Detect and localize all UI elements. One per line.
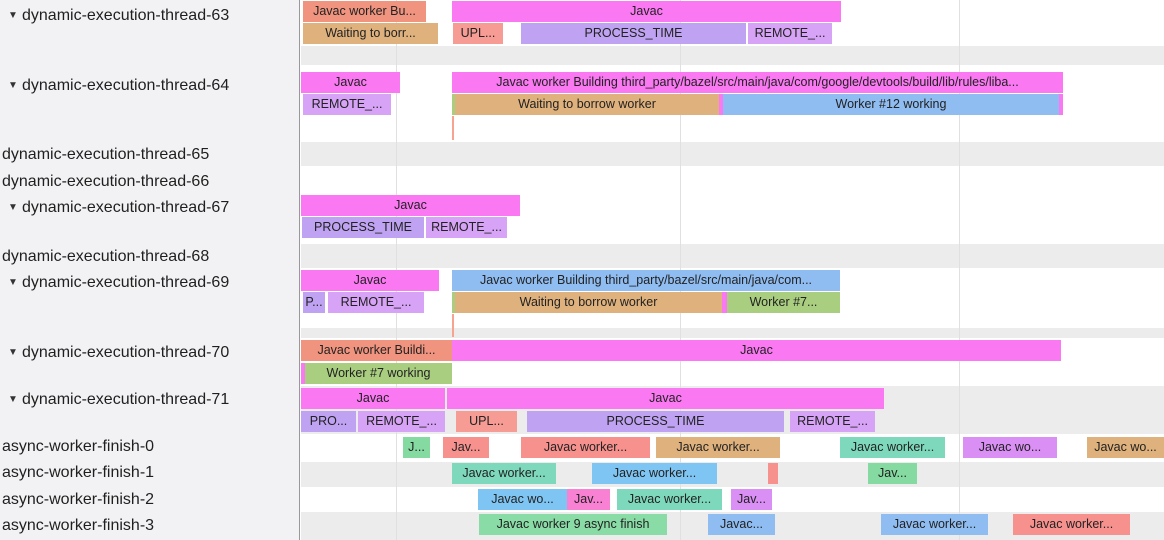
trace-event-bar[interactable]: Waiting to borrow worker — [455, 94, 719, 115]
trace-event-bar[interactable]: Javac worker... — [840, 437, 945, 458]
trace-event-bar[interactable]: Javac worker 9 async finish — [479, 514, 667, 535]
row-stripe — [301, 328, 1164, 338]
collapse-triangle-icon[interactable]: ▼ — [8, 10, 18, 21]
thread-name-text: dynamic-execution-thread-66 — [2, 173, 210, 190]
timeline[interactable]: Javac worker Bu... Javac Waiting to borr..… — [301, 0, 1164, 540]
trace-event-sliver[interactable] — [452, 94, 455, 115]
thread-row-label[interactable]: ▼ dynamic-execution-thread-69 — [0, 273, 229, 293]
trace-event-bar[interactable]: REMOTE_... — [426, 217, 507, 238]
thread-row-label[interactable]: ▼ dynamic-execution-thread-67 — [0, 198, 229, 218]
trace-event-bar[interactable]: Jav... — [868, 463, 917, 484]
thread-row-label[interactable]: ▼ dynamic-execution-thread-70 — [0, 343, 229, 363]
trace-event-bar[interactable]: Jav... — [731, 489, 772, 510]
thread-name-text: dynamic-execution-thread-71 — [22, 391, 230, 408]
trace-event-bar[interactable]: PROCESS_TIME — [302, 217, 424, 238]
thread-name-text: dynamic-execution-thread-70 — [22, 344, 230, 361]
trace-event-bar[interactable]: Javac... — [708, 514, 775, 535]
thread-row-label[interactable]: dynamic-execution-thread-66 — [0, 172, 209, 192]
trace-event-bar[interactable]: Javac wo... — [478, 489, 567, 510]
trace-event-bar[interactable]: Worker #7 working — [305, 363, 452, 384]
thread-name-text: dynamic-execution-thread-67 — [22, 199, 230, 216]
trace-event-bar[interactable]: Waiting to borr... — [303, 23, 438, 44]
thread-row-label[interactable]: ▼ dynamic-execution-thread-71 — [0, 390, 229, 410]
trace-event-sliver[interactable] — [722, 292, 727, 313]
trace-event-bar[interactable]: UPL... — [453, 23, 503, 44]
collapse-triangle-icon[interactable]: ▼ — [8, 80, 18, 91]
thread-name-text: async-worker-finish-1 — [2, 464, 155, 481]
trace-event-bar[interactable]: Worker #7... — [727, 292, 840, 313]
trace-event-bar[interactable]: Waiting to borrow worker — [455, 292, 722, 313]
thread-row-label[interactable]: dynamic-execution-thread-68 — [0, 247, 209, 267]
trace-event-bar[interactable]: Javac — [452, 340, 1061, 361]
trace-event-bar[interactable]: Jav... — [567, 489, 610, 510]
trace-event-bar[interactable]: Javac wo... — [1087, 437, 1164, 458]
time-gridline — [959, 0, 960, 540]
row-stripe — [301, 462, 1164, 487]
trace-event-bar[interactable]: J... — [403, 437, 430, 458]
trace-event-sliver[interactable] — [452, 292, 455, 313]
trace-event-bar[interactable]: Javac wo... — [963, 437, 1057, 458]
thread-name-sidebar: ▼ dynamic-execution-thread-63 ▼ dynamic-exe… — [0, 0, 300, 540]
trace-event-sliver[interactable] — [768, 463, 778, 484]
row-stripe — [301, 244, 1164, 268]
thread-row-label[interactable]: async-worker-finish-2 — [0, 490, 154, 510]
thread-name-text: async-worker-finish-2 — [2, 491, 155, 508]
trace-event-bar[interactable]: Worker #12 working — [723, 94, 1059, 115]
thread-row-label[interactable]: ▼ dynamic-execution-thread-64 — [0, 76, 229, 96]
trace-event-sliver[interactable] — [1059, 94, 1063, 115]
thread-name-text: dynamic-execution-thread-69 — [22, 274, 230, 291]
thread-row-label[interactable]: async-worker-finish-0 — [0, 437, 154, 457]
thread-row-label[interactable]: ▼ dynamic-execution-thread-63 — [0, 6, 229, 26]
trace-event-bar[interactable]: Javac worker Building third_party/bazel/… — [452, 72, 1063, 93]
collapse-triangle-icon[interactable]: ▼ — [8, 347, 18, 358]
trace-event-bar[interactable]: Javac — [452, 1, 841, 22]
trace-event-bar[interactable]: Javac worker... — [881, 514, 988, 535]
trace-event-sliver[interactable] — [452, 314, 454, 337]
trace-event-bar[interactable]: PROCESS_TIME — [521, 23, 746, 44]
thread-row-label[interactable]: async-worker-finish-3 — [0, 516, 154, 536]
thread-name-text: dynamic-execution-thread-64 — [22, 77, 230, 94]
trace-event-bar[interactable]: REMOTE_... — [748, 23, 832, 44]
trace-event-bar[interactable]: Javac worker... — [1013, 514, 1130, 535]
trace-event-bar[interactable]: P... — [303, 292, 325, 313]
trace-event-sliver[interactable] — [719, 94, 723, 115]
thread-name-text: dynamic-execution-thread-68 — [2, 248, 210, 265]
trace-event-bar[interactable]: REMOTE_... — [328, 292, 424, 313]
trace-event-bar[interactable]: UPL... — [456, 411, 517, 432]
thread-row-label[interactable]: dynamic-execution-thread-65 — [0, 145, 209, 165]
trace-event-bar[interactable]: Javac — [301, 195, 520, 216]
trace-event-bar[interactable]: REMOTE_... — [303, 94, 391, 115]
trace-event-bar[interactable]: REMOTE_... — [790, 411, 875, 432]
trace-event-bar[interactable]: Javac — [301, 72, 400, 93]
row-stripe — [301, 142, 1164, 166]
trace-event-bar[interactable]: Jav... — [443, 437, 489, 458]
thread-name-text: async-worker-finish-0 — [2, 438, 155, 455]
trace-event-bar[interactable]: Javac worker Buildi... — [301, 340, 452, 361]
collapse-triangle-icon[interactable]: ▼ — [8, 394, 18, 405]
collapse-triangle-icon[interactable]: ▼ — [8, 202, 18, 213]
trace-event-bar[interactable]: Javac worker Bu... — [303, 1, 426, 22]
trace-event-sliver[interactable] — [301, 363, 305, 384]
thread-name-text: dynamic-execution-thread-63 — [22, 7, 230, 24]
trace-event-bar[interactable]: Javac — [447, 388, 884, 409]
collapse-triangle-icon[interactable]: ▼ — [8, 277, 18, 288]
row-stripe — [301, 46, 1164, 65]
trace-event-bar[interactable]: Javac worker... — [592, 463, 717, 484]
thread-name-text: dynamic-execution-thread-65 — [2, 146, 210, 163]
trace-event-bar[interactable]: REMOTE_... — [358, 411, 445, 432]
trace-event-sliver[interactable] — [452, 116, 454, 140]
trace-event-bar[interactable]: Javac worker... — [452, 463, 556, 484]
trace-event-bar[interactable]: PRO... — [301, 411, 356, 432]
trace-event-bar[interactable]: Javac worker... — [617, 489, 722, 510]
trace-event-bar[interactable]: PROCESS_TIME — [527, 411, 784, 432]
trace-event-bar[interactable]: Javac — [301, 270, 439, 291]
thread-row-label[interactable]: async-worker-finish-1 — [0, 463, 154, 483]
trace-event-bar[interactable]: Javac worker... — [656, 437, 780, 458]
trace-event-bar[interactable]: Javac worker... — [521, 437, 650, 458]
trace-event-bar[interactable]: Javac worker Building third_party/bazel/… — [452, 270, 840, 291]
trace-event-bar[interactable]: Javac — [301, 388, 445, 409]
thread-name-text: async-worker-finish-3 — [2, 517, 155, 534]
